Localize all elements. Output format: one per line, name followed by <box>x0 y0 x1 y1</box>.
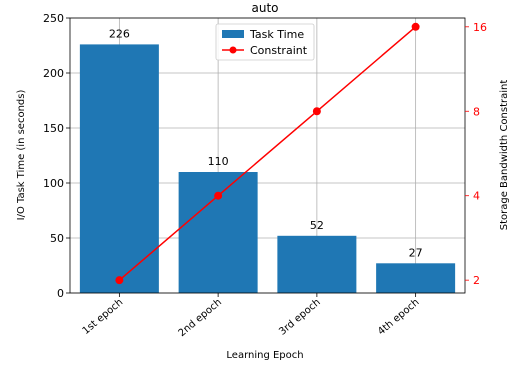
y-tick-label: 250 <box>43 12 64 25</box>
legend-bar-swatch <box>222 30 244 38</box>
plot-frame <box>69 17 466 294</box>
bar-2nd-epoch <box>178 172 258 293</box>
x-tick-label: 3rd epoch <box>277 297 323 338</box>
y2-axis-label: Storage Bandwidth Constraint <box>499 80 510 231</box>
y-tick-label: 0 <box>57 287 64 300</box>
constraint-line-layer <box>115 22 420 285</box>
legend-label-constraint: Constraint <box>250 44 308 57</box>
bar-1st-epoch <box>79 44 159 294</box>
y-tick-label: 100 <box>43 177 64 190</box>
constraint-marker <box>312 107 321 116</box>
bar-data-label: 27 <box>409 246 423 259</box>
bar-data-label: 52 <box>310 219 324 232</box>
y-tick-label: 150 <box>43 122 64 135</box>
y2-tick-label: 16 <box>473 21 487 34</box>
chart-title: auto <box>251 1 278 15</box>
y-tick-label: 50 <box>50 232 64 245</box>
y-axis-label: I/O Task Time (in seconds) <box>16 90 27 221</box>
bar-3rd-epoch <box>277 235 357 293</box>
constraint-marker <box>214 191 223 200</box>
constraint-line <box>118 26 417 281</box>
legend-label-task-time: Task Time <box>249 28 304 41</box>
y2-tick-label: 2 <box>473 274 480 287</box>
constraint-marker <box>115 276 124 285</box>
bar-data-labels: 226 110 52 27 <box>109 27 423 259</box>
bars-layer <box>79 44 456 294</box>
bar-data-label: 110 <box>208 155 229 168</box>
x-tick-label: 2nd epoch <box>177 297 224 339</box>
legend: Task Time Constraint <box>215 23 315 61</box>
x-tick-label: 1st epoch <box>81 297 126 337</box>
bar-data-label: 226 <box>109 27 130 40</box>
x-axis-label: Learning Epoch <box>226 350 303 361</box>
y2-tick-label: 8 <box>473 105 480 118</box>
constraint-marker <box>411 22 420 31</box>
y2-tick-label: 4 <box>473 190 480 203</box>
bar-4th-epoch <box>376 263 456 293</box>
legend-marker <box>229 46 237 54</box>
x-tick-label: 4th epoch <box>376 297 422 338</box>
y-tick-label: 200 <box>43 67 64 80</box>
